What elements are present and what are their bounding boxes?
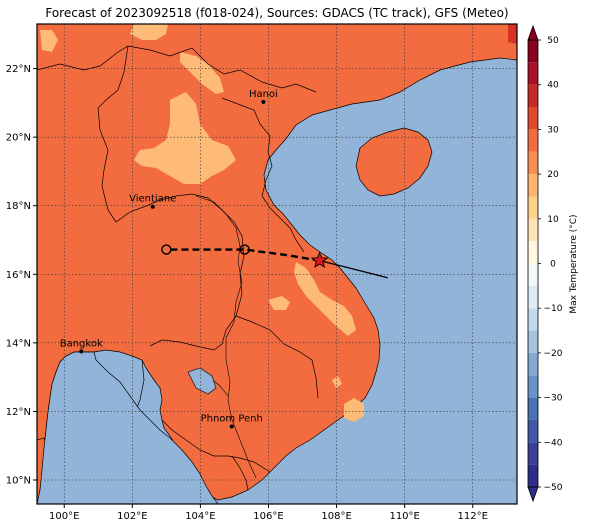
colorbar-bin <box>528 464 538 487</box>
current-position-star <box>310 251 329 269</box>
cool-zone-east <box>332 376 342 388</box>
storm-track <box>161 244 388 279</box>
colorbar-bin <box>528 196 538 219</box>
city-label: Hanoi <box>249 89 278 100</box>
cities: Hanoi Vientiane Bangkok Phnom Penh <box>60 89 278 429</box>
colorbar-tick-label: 20 <box>547 170 559 180</box>
lat-tick-label: 22°N <box>6 64 31 75</box>
lat-tick-label: 20°N <box>6 133 31 144</box>
colorbar-tick-label: 30 <box>547 125 559 135</box>
cool-zone-top <box>130 24 168 40</box>
lat-tick-label: 18°N <box>6 201 31 212</box>
lat-tick-label: 14°N <box>6 338 31 349</box>
lon-tick-label: 112°E <box>458 511 488 522</box>
lat-tick-label: 12°N <box>6 407 31 418</box>
lon-tick-label: 100°E <box>49 511 79 522</box>
colorbar-bin <box>528 352 538 376</box>
tonle-sap-lake <box>187 367 217 395</box>
colorbar-bin <box>528 263 538 286</box>
city-marker <box>79 349 84 354</box>
past-track-line <box>319 259 388 279</box>
gulf-of-thailand <box>37 351 219 504</box>
lon-tick-label: 108°E <box>321 511 351 522</box>
city-label: Bangkok <box>60 338 103 349</box>
colorbar-bin <box>528 397 538 420</box>
colorbar-bin <box>528 151 538 175</box>
cool-zone-annamite <box>294 262 356 336</box>
colorbar-bin <box>528 308 538 331</box>
colorbar-bin <box>528 40 538 63</box>
map-area <box>37 24 517 504</box>
cool-zone-ridge <box>180 52 224 94</box>
colorbar: 50 40 30 20 10 0 −10 −20 −30 −40 −50 <box>527 24 563 503</box>
lat-tick-label: 10°N <box>6 476 31 487</box>
cool-zone-plateau <box>268 296 290 310</box>
city-marker <box>229 424 234 429</box>
city-marker <box>150 204 155 209</box>
axis-ticks: 100°E 102°E 104°E 106°E 108°E 110°E 112°E 10°N 1… <box>6 64 488 522</box>
colorbar-tick-label: 50 <box>547 36 559 46</box>
colorbar-bin <box>528 442 538 465</box>
colorbar-bin <box>528 375 538 398</box>
city-label: Phnom Penh <box>201 414 263 425</box>
colorbar-bin <box>528 218 538 242</box>
colorbar-max-extension <box>527 24 539 41</box>
colorbar-bin <box>528 174 538 197</box>
colorbar-label: Max Temperature (°C) <box>569 214 579 313</box>
colorbar-tick-label: 10 <box>547 215 559 225</box>
colorbar-bin <box>528 285 538 309</box>
city-label: Vientiane <box>129 194 176 205</box>
colorbar-bin <box>528 419 538 443</box>
lon-tick-label: 110°E <box>389 511 419 522</box>
colorbar-bin <box>528 129 538 152</box>
colorbar-min-extension <box>527 486 539 503</box>
colorbar-tick-label: −30 <box>544 394 563 404</box>
forecast-position-marker <box>239 244 250 255</box>
lon-tick-label: 102°E <box>117 511 147 522</box>
colorbar-bin <box>528 84 538 108</box>
chart-title: Forecast of 2023092518 (f018-024), Sourc… <box>45 6 509 20</box>
cool-zone-south <box>344 398 364 422</box>
colorbar-bin <box>528 107 538 130</box>
city-marker <box>261 99 266 104</box>
lon-tick-label: 106°E <box>253 511 283 522</box>
hot-zone-northeast <box>508 24 517 44</box>
gridlines <box>37 24 517 504</box>
cool-zone-north <box>134 92 236 184</box>
cool-zone-northwest <box>40 30 58 52</box>
colorbar-tick-label: 0 <box>550 260 556 270</box>
colorbar-tick-label: −50 <box>544 483 563 493</box>
lat-tick-label: 16°N <box>6 270 31 281</box>
colorbar-bin <box>528 330 538 353</box>
colorbar-tick-label: 40 <box>547 81 559 91</box>
hainan-island <box>355 127 433 197</box>
colorbar-bin <box>528 62 538 85</box>
colorbar-tick-label: −10 <box>544 304 563 314</box>
forecast-position-marker <box>161 244 172 255</box>
lon-tick-label: 104°E <box>185 511 215 522</box>
map-frame <box>36 23 518 505</box>
colorbar-tick-label: −40 <box>544 438 563 448</box>
forecast-track-line <box>166 248 320 262</box>
colorbar-bin <box>528 241 538 264</box>
colorbar-tick-label: −20 <box>544 349 563 359</box>
